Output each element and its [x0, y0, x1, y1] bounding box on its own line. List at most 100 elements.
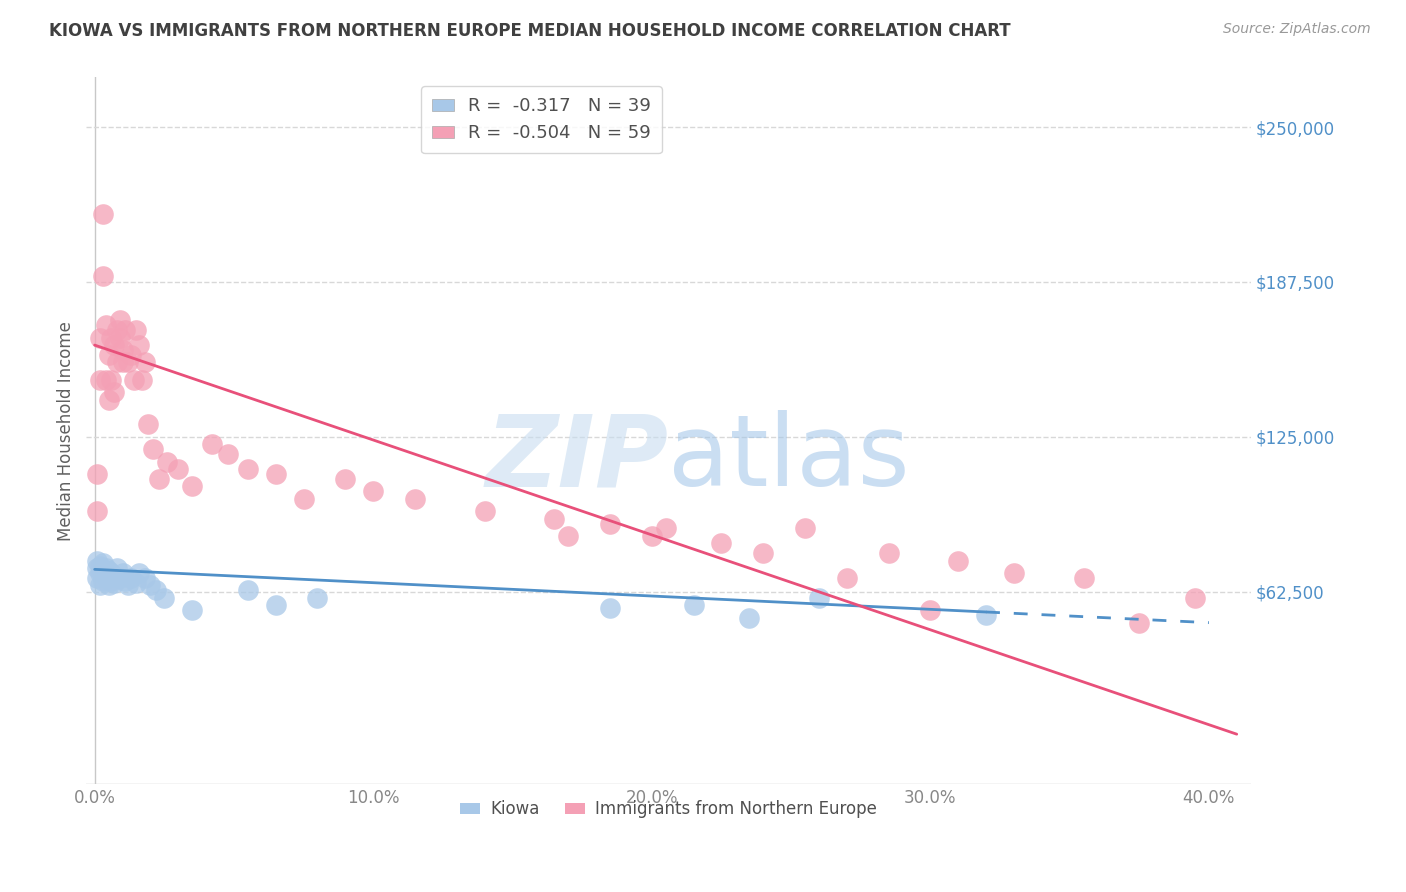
Point	[100, 566, 122, 580]
Point	[105, 355, 128, 369]
Point	[710, 536, 733, 550]
Point	[156, 454, 179, 468]
Point	[920, 603, 942, 617]
Point	[946, 554, 969, 568]
Point	[292, 491, 315, 506]
Point	[89, 331, 111, 345]
Point	[307, 591, 329, 605]
Point	[794, 521, 817, 535]
Point	[134, 571, 156, 585]
Point	[404, 491, 426, 506]
Point	[97, 564, 120, 578]
Point	[181, 479, 204, 493]
Point	[105, 323, 128, 337]
Text: KIOWA VS IMMIGRANTS FROM NORTHERN EUROPE MEDIAN HOUSEHOLD INCOME CORRELATION CHA: KIOWA VS IMMIGRANTS FROM NORTHERN EUROPE…	[49, 22, 1011, 40]
Point	[89, 558, 111, 573]
Point	[91, 268, 114, 283]
Point	[599, 600, 621, 615]
Point	[103, 338, 125, 352]
Point	[111, 343, 134, 357]
Point	[131, 373, 153, 387]
Point	[361, 484, 384, 499]
Point	[94, 561, 117, 575]
Point	[217, 447, 239, 461]
Point	[335, 472, 357, 486]
Point	[94, 373, 117, 387]
Point	[100, 574, 122, 588]
Point	[94, 568, 117, 582]
Point	[128, 338, 150, 352]
Point	[167, 462, 190, 476]
Point	[89, 566, 111, 580]
Point	[86, 504, 108, 518]
Point	[145, 583, 167, 598]
Point	[108, 331, 131, 345]
Point	[91, 564, 114, 578]
Point	[835, 571, 858, 585]
Legend: Kiowa, Immigrants from Northern Europe: Kiowa, Immigrants from Northern Europe	[454, 794, 883, 825]
Point	[117, 355, 139, 369]
Text: Source: ZipAtlas.com: Source: ZipAtlas.com	[1223, 22, 1371, 37]
Point	[86, 571, 108, 585]
Point	[120, 348, 142, 362]
Point	[181, 603, 204, 617]
Point	[100, 331, 122, 345]
Point	[807, 591, 830, 605]
Point	[86, 467, 108, 481]
Point	[201, 437, 224, 451]
Point	[125, 323, 148, 337]
Point	[682, 599, 704, 613]
Point	[236, 462, 259, 476]
Point	[738, 610, 761, 624]
Point	[264, 599, 287, 613]
Point	[236, 583, 259, 598]
Point	[111, 355, 134, 369]
Point	[139, 578, 162, 592]
Point	[108, 571, 131, 585]
Point	[97, 348, 120, 362]
Point	[752, 546, 775, 560]
Point	[117, 578, 139, 592]
Point	[91, 556, 114, 570]
Point	[474, 504, 496, 518]
Point	[86, 561, 108, 575]
Point	[103, 385, 125, 400]
Point	[103, 576, 125, 591]
Point	[111, 566, 134, 580]
Point	[100, 373, 122, 387]
Point	[543, 511, 565, 525]
Point	[108, 313, 131, 327]
Point	[877, 546, 900, 560]
Y-axis label: Median Household Income: Median Household Income	[58, 320, 75, 541]
Point	[120, 571, 142, 585]
Point	[125, 576, 148, 591]
Point	[91, 574, 114, 588]
Point	[134, 355, 156, 369]
Point	[974, 608, 997, 623]
Point	[1073, 571, 1095, 585]
Point	[264, 467, 287, 481]
Point	[91, 207, 114, 221]
Point	[97, 392, 120, 407]
Point	[89, 578, 111, 592]
Point	[94, 318, 117, 333]
Point	[136, 417, 159, 432]
Point	[128, 566, 150, 580]
Text: ZIP: ZIP	[485, 410, 668, 508]
Point	[1002, 566, 1025, 580]
Point	[122, 373, 145, 387]
Point	[148, 472, 170, 486]
Point	[1184, 591, 1206, 605]
Point	[114, 323, 136, 337]
Point	[557, 529, 579, 543]
Point	[641, 529, 664, 543]
Point	[103, 568, 125, 582]
Point	[654, 521, 676, 535]
Point	[89, 373, 111, 387]
Point	[153, 591, 176, 605]
Point	[97, 578, 120, 592]
Point	[86, 554, 108, 568]
Point	[1128, 615, 1150, 630]
Point	[114, 574, 136, 588]
Point	[97, 571, 120, 585]
